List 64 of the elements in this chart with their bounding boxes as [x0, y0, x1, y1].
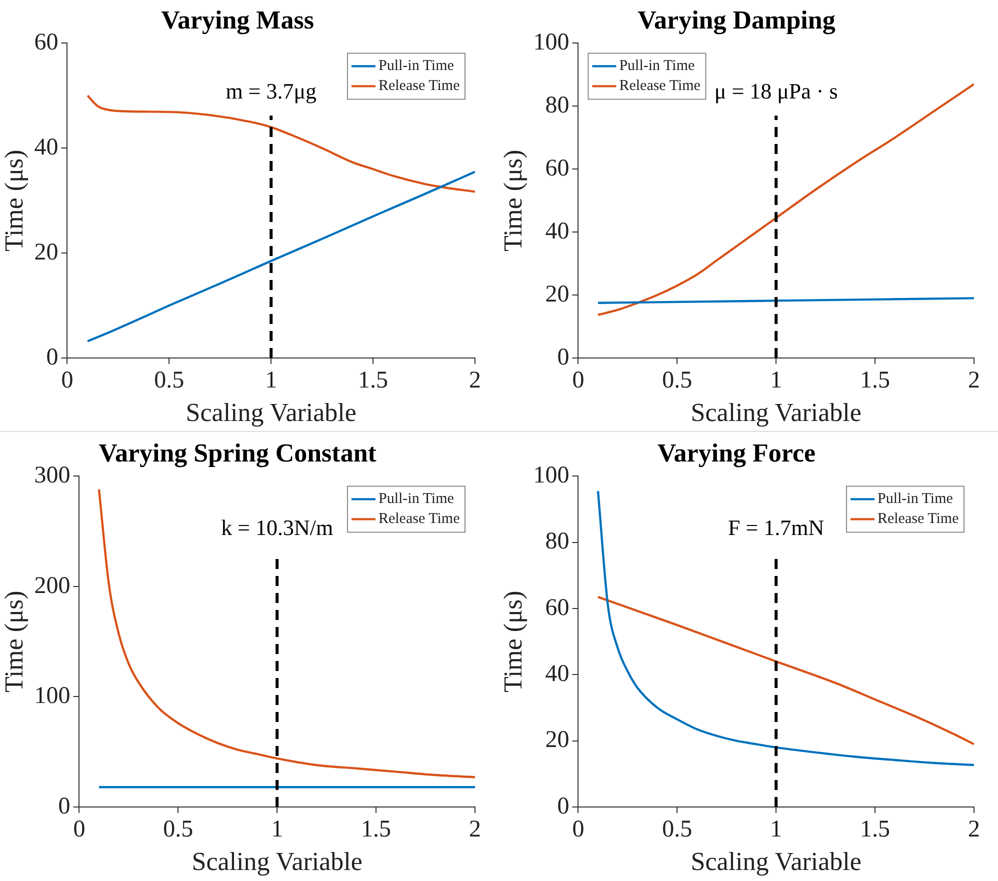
y-tick-label: 20 — [545, 281, 570, 308]
x-axis-title: Scaling Variable — [186, 398, 356, 428]
x-tick-label: 1.5 — [361, 816, 392, 843]
legend-label: Pull-in Time — [378, 58, 454, 74]
legend-label: Release Time — [378, 78, 460, 94]
x-tick-label: 1 — [271, 816, 284, 843]
y-tick-label: 300 — [34, 462, 70, 488]
y-tick-label: 0 — [46, 344, 58, 370]
x-tick-label: 2 — [469, 816, 481, 843]
y-tick-label: 60 — [34, 29, 58, 56]
annotation: k = 10.3N/m — [221, 515, 334, 540]
legend-label: Pull-in Time — [619, 58, 695, 74]
y-tick-label: 100 — [533, 462, 570, 488]
y-tick-label: 40 — [545, 660, 570, 687]
x-tick-label: 1 — [770, 368, 782, 394]
y-tick-label: 20 — [34, 239, 58, 266]
x-tick-label: 1.5 — [358, 368, 388, 394]
x-tick-label: 0.5 — [662, 368, 692, 394]
x-tick-label: 2 — [469, 368, 481, 394]
line-series — [596, 490, 974, 766]
x-tick-label: 1.5 — [860, 816, 890, 843]
y-tick-label: 60 — [545, 594, 570, 621]
legend-label: Release Time — [877, 511, 960, 528]
legend-label: Release Time — [378, 511, 460, 528]
y-tick-label: 100 — [533, 29, 570, 56]
x-tick-label: 0.5 — [662, 816, 692, 843]
line-series — [86, 170, 475, 342]
x-axis-title: Scaling Variable — [690, 847, 862, 876]
y-tick-label: 60 — [545, 155, 570, 182]
line-series — [98, 488, 475, 778]
x-axis-title: Scaling Variable — [192, 847, 362, 876]
chart-title: Varying Mass — [161, 5, 314, 34]
legend-label: Pull-in Time — [877, 491, 954, 508]
y-tick-label: 0 — [58, 793, 70, 820]
x-tick-label: 1 — [770, 816, 782, 843]
x-axis-title: Scaling Variable — [690, 398, 862, 428]
x-tick-label: 0.5 — [154, 368, 184, 394]
x-tick-label: 2 — [968, 368, 980, 394]
annotation: F = 1.7mN — [728, 515, 824, 540]
y-tick-label: 80 — [545, 92, 570, 118]
y-tick-label: 80 — [545, 528, 570, 555]
y-axis-title: Time (μs) — [498, 150, 528, 252]
chart-title: Varying Spring Constant — [98, 438, 377, 468]
x-tick-label: 0.5 — [163, 816, 194, 843]
y-tick-label: 200 — [34, 572, 70, 599]
y-axis-title: Time (μs) — [0, 150, 28, 252]
chart-title: Varying Damping — [638, 5, 836, 34]
y-tick-label: 0 — [557, 793, 570, 820]
line-series — [596, 596, 974, 746]
y-tick-label: 20 — [545, 727, 570, 754]
y-tick-label: 40 — [34, 134, 58, 160]
annotation: μ = 18 μPa · s — [714, 78, 838, 104]
y-tick-label: 0 — [557, 344, 570, 370]
y-tick-label: 40 — [545, 218, 570, 244]
x-tick-label: 2 — [968, 816, 980, 843]
chart-title: Varying Force — [657, 438, 816, 468]
x-tick-label: 1.5 — [860, 368, 890, 394]
y-axis-title: Time (μs) — [498, 590, 528, 693]
y-tick-label: 100 — [34, 683, 70, 710]
legend-label: Pull-in Time — [378, 491, 454, 508]
x-tick-label: 1 — [265, 368, 278, 394]
annotation: m = 3.7μg — [226, 78, 317, 104]
legend-label: Release Time — [619, 78, 701, 94]
y-axis-title: Time (μs) — [0, 590, 28, 693]
